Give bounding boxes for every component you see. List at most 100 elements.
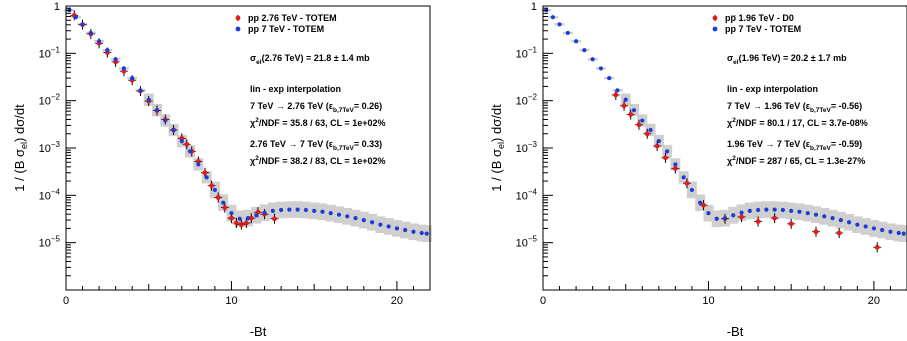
data-point bbox=[378, 222, 383, 227]
data-point bbox=[238, 222, 244, 228]
data-point bbox=[419, 230, 424, 236]
data-point bbox=[270, 208, 275, 213]
data-point bbox=[813, 212, 819, 217]
data-point bbox=[163, 118, 168, 123]
y-tick-label: 10−1 bbox=[39, 45, 61, 60]
data-point bbox=[789, 208, 794, 213]
data-point bbox=[403, 227, 408, 233]
data-point bbox=[234, 220, 239, 226]
y-tick-label: 10−5 bbox=[516, 235, 538, 250]
data-point bbox=[772, 215, 778, 221]
data-point bbox=[780, 207, 786, 213]
data-point bbox=[212, 187, 218, 193]
data-point bbox=[846, 220, 852, 225]
x-tick-label: 10 bbox=[702, 295, 714, 307]
data-point bbox=[672, 166, 678, 171]
data-point bbox=[353, 216, 358, 221]
data-point bbox=[636, 122, 642, 128]
data-point bbox=[105, 48, 110, 53]
y-tick-label: 10−2 bbox=[39, 93, 61, 108]
data-point bbox=[663, 155, 668, 161]
data-point bbox=[550, 15, 556, 20]
data-point bbox=[544, 7, 549, 13]
data-point bbox=[664, 149, 670, 154]
data-point bbox=[901, 231, 906, 236]
data-point bbox=[187, 149, 193, 154]
annotations: σel​(2.76 TeV) = 21.8 ± 1.4 mb lin - exp … bbox=[250, 53, 385, 166]
data-point bbox=[361, 217, 366, 223]
data-point bbox=[813, 229, 819, 235]
y-tick-label: 10−3 bbox=[39, 140, 61, 155]
data-point bbox=[830, 216, 835, 221]
data-point bbox=[229, 211, 234, 216]
data-point bbox=[788, 221, 794, 227]
data-point bbox=[590, 57, 595, 62]
data-point bbox=[598, 66, 604, 71]
data-point bbox=[254, 213, 259, 218]
data-point bbox=[287, 207, 292, 212]
y-tick-label: 10−4 bbox=[39, 187, 61, 202]
data-point bbox=[613, 92, 619, 98]
annotation-line4: χ2​/NDF = 287 / 65, CL = 1.3e-27% bbox=[727, 155, 865, 166]
data-point bbox=[221, 200, 226, 205]
data-point bbox=[863, 224, 868, 229]
legend-label: pp 7 TeV - TOTEM bbox=[248, 24, 324, 34]
data-point bbox=[88, 30, 93, 36]
annotations: σel​(1.96 TeV) = 20.2 ± 1.7 mb lin - exp … bbox=[727, 53, 868, 166]
data-point bbox=[154, 108, 160, 113]
annotation-sigma: σel​(2.76 TeV) = 21.8 ± 1.4 mb bbox=[250, 53, 370, 66]
data-point bbox=[245, 216, 251, 221]
annotation-sigma: σel​(1.96 TeV) = 20.2 ± 1.7 mb bbox=[727, 53, 847, 66]
data-point bbox=[243, 220, 249, 226]
data-point bbox=[312, 208, 317, 213]
data-point bbox=[880, 227, 885, 233]
data-point bbox=[701, 202, 706, 208]
data-point bbox=[739, 214, 744, 220]
annotation-heading: lin - exp interpolation bbox=[727, 84, 818, 94]
x-tick-label: 20 bbox=[868, 295, 880, 307]
data-point bbox=[689, 187, 695, 193]
y-tick-label: 10−1 bbox=[516, 45, 538, 60]
data-point bbox=[573, 39, 579, 44]
data-point bbox=[121, 66, 127, 71]
data-point bbox=[209, 183, 215, 189]
data-point bbox=[805, 211, 810, 216]
x-tick-label: 10 bbox=[225, 295, 237, 307]
data-point bbox=[424, 231, 429, 236]
legend-marker bbox=[712, 26, 718, 32]
data-point bbox=[582, 48, 587, 53]
chart-panel-1: 0 10 20 -Bt 1 10−1 10−2 10−3 10−4 10−5 1 / (B σel)… bbox=[12, 1, 432, 339]
data-point bbox=[179, 138, 184, 144]
legend-marker bbox=[235, 15, 241, 21]
y-tick-label: 10−5 bbox=[39, 235, 61, 250]
data-point bbox=[394, 226, 400, 231]
legend-marker bbox=[235, 26, 241, 32]
legend-label: pp 7 TeV - TOTEM bbox=[725, 24, 801, 34]
y-axis-label: 1 / (B σel) dσ/dt bbox=[489, 104, 506, 192]
data-point bbox=[640, 118, 645, 123]
data-point bbox=[345, 214, 350, 219]
data-point bbox=[184, 141, 190, 147]
data-point bbox=[565, 30, 570, 36]
data-point bbox=[673, 162, 678, 167]
data-point bbox=[557, 22, 562, 27]
data-point bbox=[855, 222, 860, 227]
data-point bbox=[684, 180, 690, 186]
x-tick-label: 0 bbox=[63, 295, 69, 307]
series-1 bbox=[70, 10, 279, 230]
data-point bbox=[278, 207, 284, 213]
data-point bbox=[644, 131, 650, 137]
data-point bbox=[113, 57, 118, 62]
data-point bbox=[838, 217, 843, 223]
data-point bbox=[714, 216, 719, 221]
data-point bbox=[706, 211, 711, 216]
annotation-line3: 2.76 TeV → 7 TeV (εb,7TeV​= 0.33) bbox=[250, 139, 382, 152]
data-point bbox=[369, 220, 375, 225]
data-point bbox=[755, 219, 761, 224]
data-point bbox=[303, 207, 309, 213]
annotation-line3: 1.96 TeV → 7 TeV (εb,7TeV​= -0.59) bbox=[727, 139, 862, 152]
data-point bbox=[631, 108, 637, 113]
